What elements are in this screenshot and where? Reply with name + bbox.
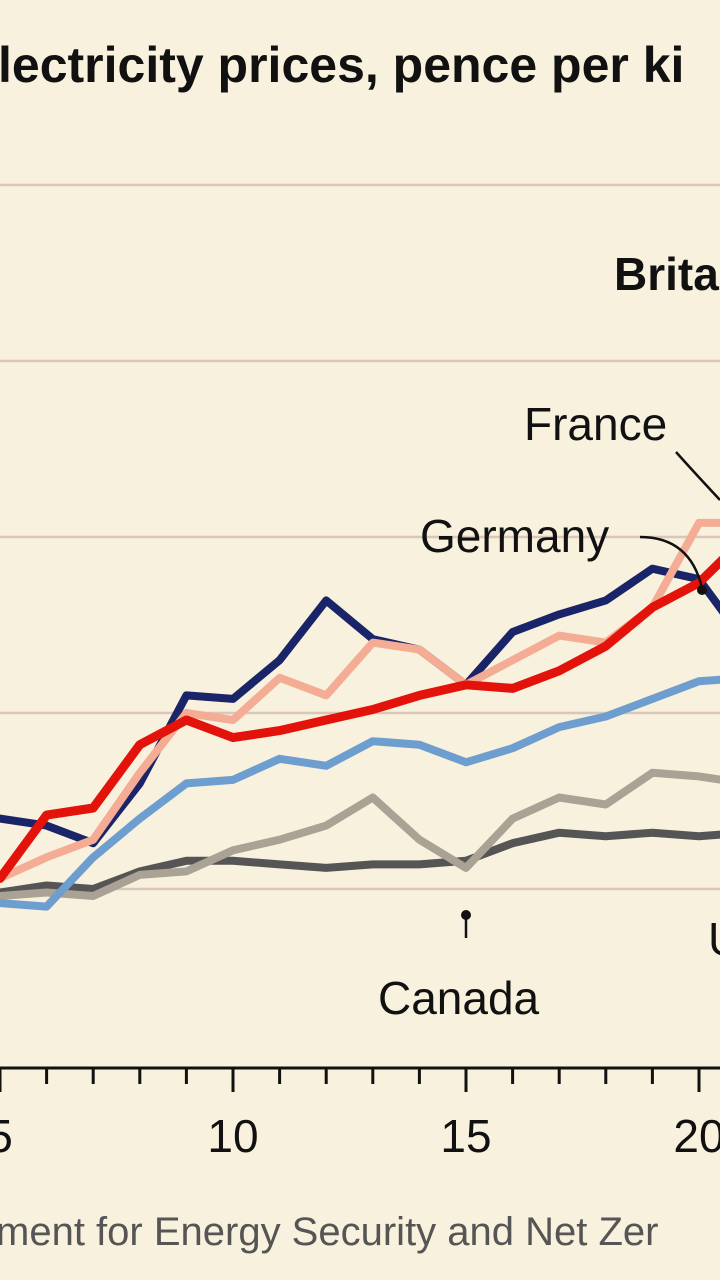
canada-label: Canada bbox=[378, 972, 540, 1024]
x-tick-label-20: 20 bbox=[673, 1110, 720, 1162]
france-leader-line bbox=[675, 451, 720, 501]
series-line-unlabelled-5 bbox=[0, 828, 720, 897]
series-line-canada bbox=[0, 768, 720, 900]
us-label: U bbox=[708, 913, 720, 965]
germany-label: Germany bbox=[420, 510, 609, 562]
series-line-france bbox=[0, 518, 720, 883]
germany-leader-line bbox=[639, 535, 704, 589]
grid-lines bbox=[0, 183, 720, 891]
britain-label: Brita bbox=[614, 248, 719, 300]
x-tick-label-10: 10 bbox=[207, 1110, 258, 1162]
germany-leader-dot bbox=[697, 585, 707, 595]
x-axis-ticks bbox=[0, 1068, 701, 1092]
france-label: France bbox=[524, 398, 667, 450]
x-tick-label-15: 15 bbox=[440, 1110, 491, 1162]
x-axis-tick-labels: 5 10 15 20 bbox=[0, 1110, 720, 1162]
series-lines bbox=[0, 518, 720, 911]
chart-title: lectricity prices, pence per ki bbox=[0, 37, 684, 93]
canada-leader-dot bbox=[461, 910, 471, 920]
source-note: ment for Energy Security and Net Zer bbox=[0, 1210, 659, 1254]
x-tick-label-5: 5 bbox=[0, 1110, 13, 1162]
series-line-britain bbox=[0, 555, 720, 883]
series-line-unlabelled-3 bbox=[0, 675, 720, 911]
